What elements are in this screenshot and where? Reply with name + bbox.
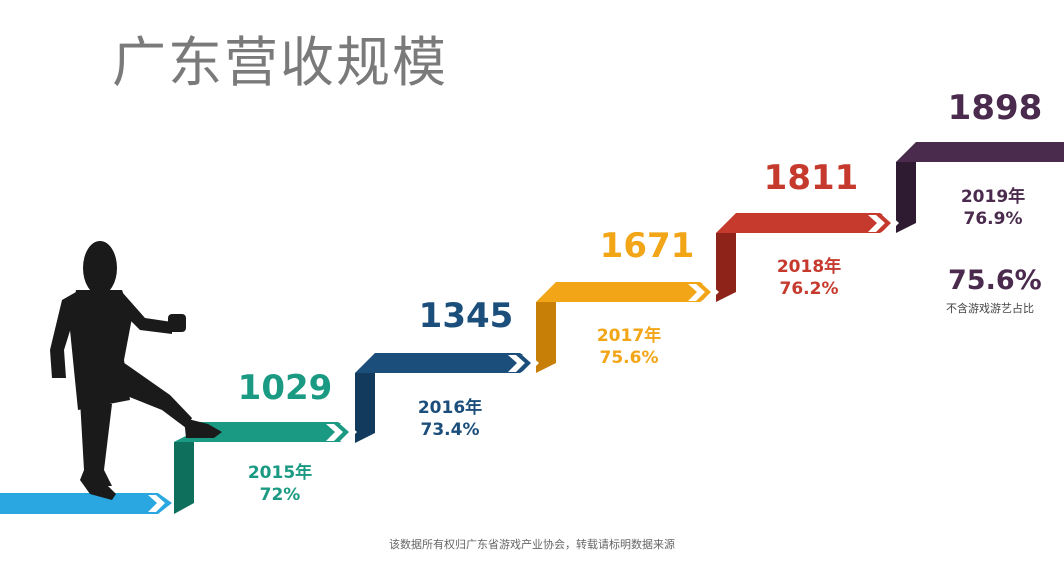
label-2016: 2016年 73.4% — [405, 397, 495, 441]
excluding-share-label: 不含游戏游艺占比 — [946, 302, 1034, 315]
value-2016: 1345 — [418, 296, 514, 336]
share-2017: 75.6% — [599, 348, 659, 368]
page-title: 广东营收规模 — [112, 31, 448, 94]
share-2016: 73.4% — [420, 420, 480, 440]
value-2018: 1811 — [763, 158, 859, 198]
label-2017: 2017年 75.6% — [584, 325, 674, 369]
step-2018 — [716, 213, 896, 233]
base-step — [0, 493, 172, 514]
share-2019: 76.9% — [963, 209, 1023, 229]
value-2015: 1029 — [237, 368, 333, 408]
riser-2015 — [174, 432, 194, 514]
riser-2016 — [355, 363, 375, 443]
label-2019: 2019年 76.9% — [948, 186, 1038, 230]
step-2019 — [896, 142, 1064, 162]
year-2016: 2016年 — [417, 398, 483, 418]
source-footer: 该数据所有权归广东省游戏产业协会，转载请标明数据来源 — [389, 538, 675, 551]
share-2015: 72% — [259, 485, 301, 505]
man-silhouette-icon — [50, 241, 222, 500]
step-2016 — [355, 353, 536, 373]
year-2017: 2017年 — [596, 326, 662, 346]
value-2019: 1898 — [947, 88, 1043, 128]
year-2015: 2015年 — [247, 463, 313, 483]
share-2018: 76.2% — [779, 279, 839, 299]
riser-2019 — [896, 152, 916, 233]
year-2018: 2018年 — [776, 257, 842, 277]
riser-2017 — [536, 292, 556, 373]
value-2017: 1671 — [599, 226, 695, 266]
label-2015: 2015年 72% — [235, 462, 325, 506]
excluding-share-value: 75.6% — [948, 265, 1042, 296]
step-2017 — [536, 282, 716, 302]
riser-2018 — [716, 223, 736, 302]
year-2019: 2019年 — [960, 187, 1026, 207]
label-2018: 2018年 76.2% — [764, 256, 854, 300]
